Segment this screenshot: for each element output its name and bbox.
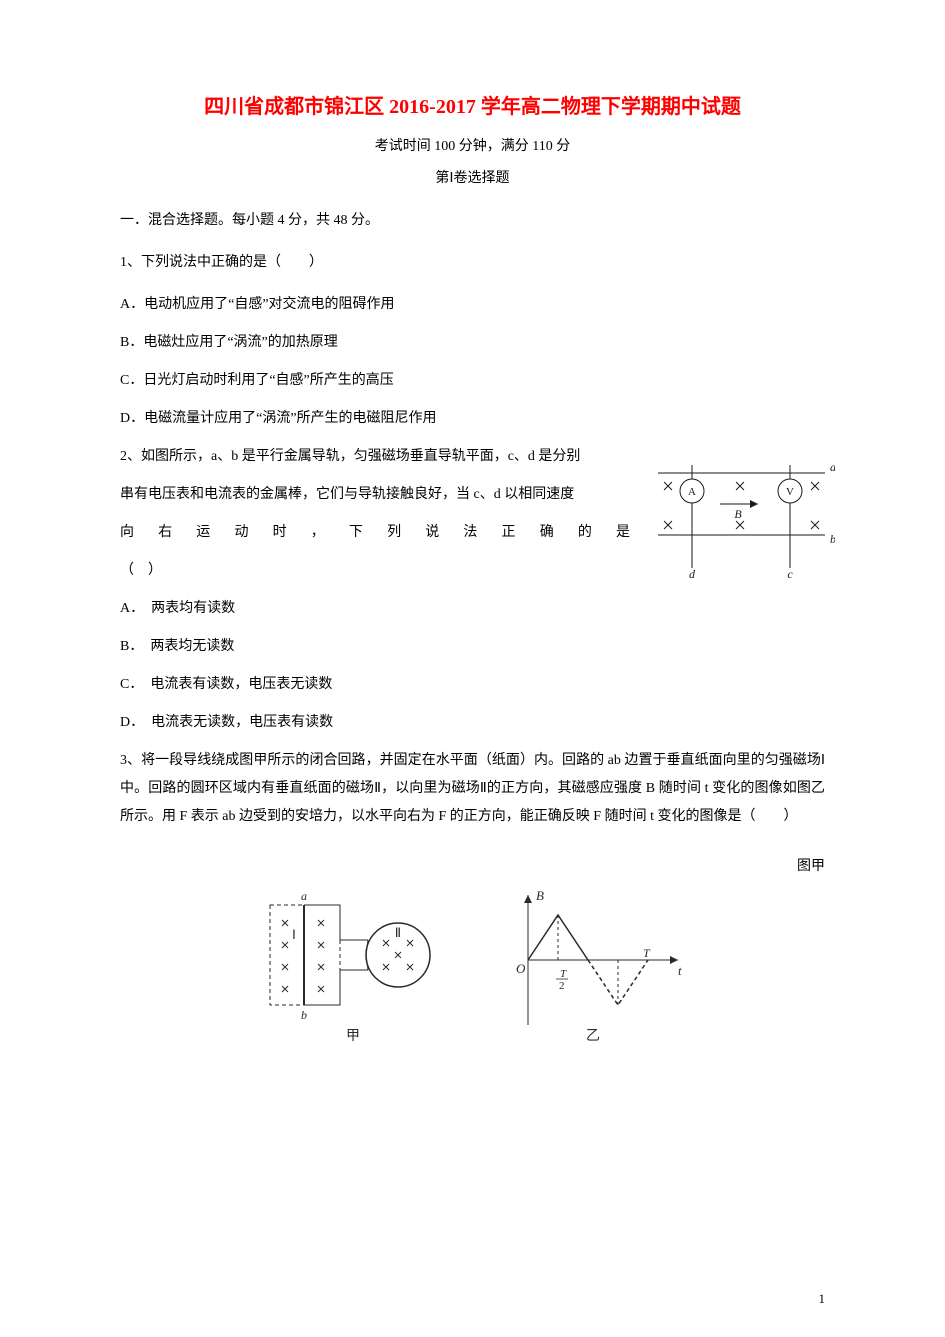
exam-info: 考试时间 100 分钟，满分 110 分 (120, 135, 825, 155)
svg-text:2: 2 (559, 980, 565, 992)
q3-caption-right: 图甲 (120, 855, 925, 875)
svg-text:t: t (678, 963, 682, 978)
q2-stem-l2: 串有电压表和电流表的金属棒，它们与导轨接触良好，当 c、d 以相同速度 (120, 481, 630, 509)
q2-stem-l3: 向右运动时，下列说法正确的是 (120, 519, 630, 547)
q3-figure-left: a b Ⅰ (258, 885, 458, 1045)
meter-v-label: V (786, 486, 794, 498)
page-title: 四川省成都市锦江区 2016-2017 学年高二物理下学期期中试题 (120, 90, 825, 119)
q1-opt-d: D．电磁流量计应用了“涡流”所产生的电磁阻尼作用 (120, 405, 825, 433)
svg-text:Ⅰ: Ⅰ (292, 927, 296, 942)
page-number: 1 (819, 1291, 826, 1307)
part-label: 第Ⅰ卷选择题 (120, 167, 825, 187)
rail-b-label: b (830, 532, 835, 546)
q2-opt-b: B． 两表均无读数 (120, 633, 825, 661)
rod-c-label: c (787, 567, 793, 578)
q2-opt-d: D． 电流表无读数，电压表有读数 (120, 709, 825, 737)
q3-figures: a b Ⅰ (120, 885, 825, 1045)
q3-figure-right: B t O T 2 T 乙 (498, 885, 688, 1045)
svg-text:O: O (516, 961, 526, 976)
q1-stem: 1、下列说法中正确的是（ ） (120, 249, 825, 277)
svg-text:B: B (536, 888, 544, 903)
svg-text:Ⅱ: Ⅱ (394, 925, 400, 940)
q2-opt-c: C． 电流表有读数，电压表无读数 (120, 671, 825, 699)
q2-stem-l4: （ ） (120, 557, 630, 585)
rod-d-label: d (689, 567, 696, 578)
svg-text:甲: 甲 (346, 1029, 360, 1044)
svg-text:T: T (560, 968, 567, 980)
q3-stem: 3、将一段导线绕成图甲所示的闭合回路，并固定在水平面（纸面）内。回路的 ab 边… (120, 747, 825, 831)
q1-opt-a: A．电动机应用了“自感”对交流电的阻碍作用 (120, 291, 825, 319)
q2-stem-l1: 2、如图所示，a、b 是平行金属导轨，匀强磁场垂直导轨平面，c、d 是分别 (120, 443, 630, 471)
q1-opt-c: C．日光灯启动时利用了“自感”所产生的高压 (120, 367, 825, 395)
svg-text:a: a (301, 889, 307, 903)
svg-text:乙: 乙 (586, 1028, 600, 1044)
q2-opt-a: A． 两表均有读数 (120, 595, 825, 623)
q1-opt-b: B．电磁灶应用了“涡流”的加热原理 (120, 329, 825, 357)
arrow-b-label: B (734, 507, 742, 521)
q2-figure: A V B a b d (650, 443, 835, 578)
rail-a-label: a (830, 460, 835, 474)
section-heading: 一．混合选择题。每小题 4 分，共 48 分。 (120, 207, 825, 235)
svg-text:b: b (301, 1008, 307, 1022)
q2-wrap: 2、如图所示，a、b 是平行金属导轨，匀强磁场垂直导轨平面，c、d 是分别 串有… (120, 443, 825, 585)
meter-a-label: A (688, 486, 696, 498)
svg-text:T: T (643, 946, 651, 960)
